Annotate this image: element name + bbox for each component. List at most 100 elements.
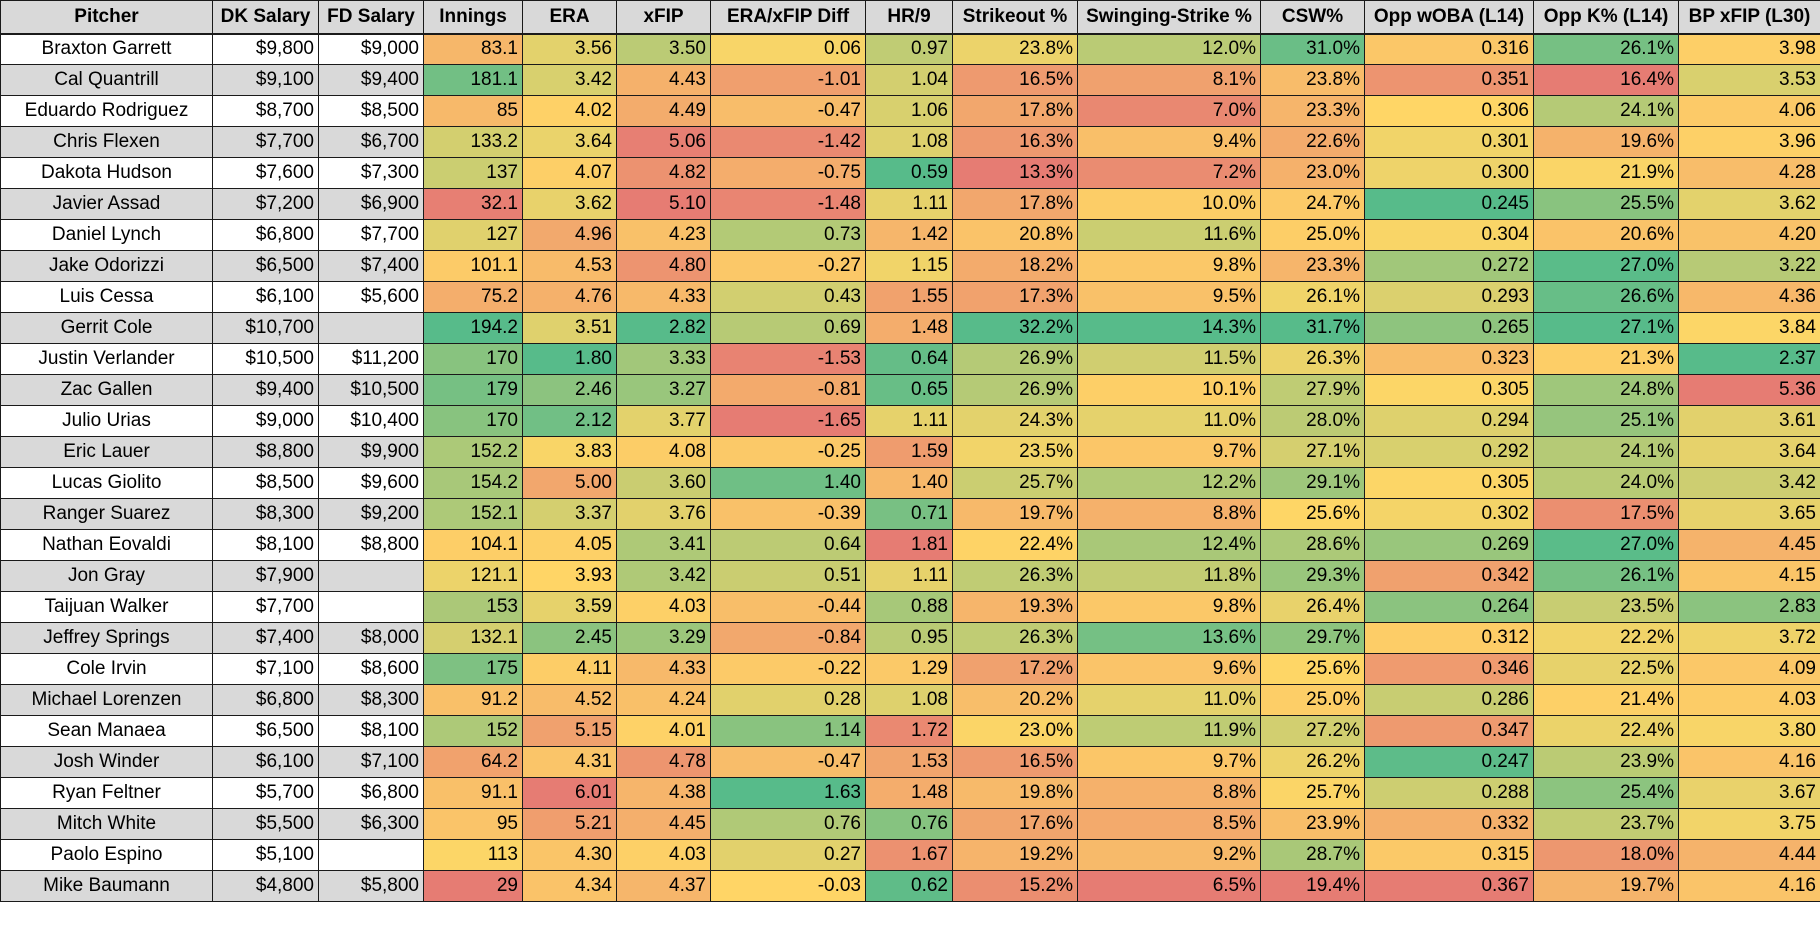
cell-opp-k-l14[interactable]: 21.4% xyxy=(1533,684,1679,716)
cell-opp-k-l14[interactable]: 24.0% xyxy=(1533,467,1679,499)
cell-opp-k-l14[interactable]: 21.3% xyxy=(1533,343,1679,375)
cell-hr-9[interactable]: 0.71 xyxy=(865,498,953,530)
cell-era[interactable]: 3.62 xyxy=(522,188,617,220)
cell-opp-woba-l14[interactable]: 0.247 xyxy=(1364,746,1534,778)
cell-xfip[interactable]: 3.29 xyxy=(616,622,711,654)
cell-xfip[interactable]: 4.23 xyxy=(616,219,711,251)
cell-innings[interactable]: 113 xyxy=(423,839,523,871)
cell-opp-k-l14[interactable]: 23.5% xyxy=(1533,591,1679,623)
cell-era-xfip-diff[interactable]: 1.40 xyxy=(710,467,866,499)
cell-hr-9[interactable]: 1.48 xyxy=(865,312,953,344)
cell-pitcher[interactable]: Zac Gallen xyxy=(0,374,213,406)
cell-fd-salary[interactable]: $8,800 xyxy=(318,529,424,561)
cell-era-xfip-diff[interactable]: 0.73 xyxy=(710,219,866,251)
cell-fd-salary[interactable]: $8,100 xyxy=(318,715,424,747)
column-header-xfip[interactable]: xFIP xyxy=(616,0,711,35)
cell-dk-salary[interactable]: $7,400 xyxy=(212,622,319,654)
cell-era[interactable]: 5.21 xyxy=(522,808,617,840)
cell-fd-salary[interactable]: $6,700 xyxy=(318,126,424,158)
cell-pitcher[interactable]: Ranger Suarez xyxy=(0,498,213,530)
cell-innings[interactable]: 91.2 xyxy=(423,684,523,716)
cell-era-xfip-diff[interactable]: -0.44 xyxy=(710,591,866,623)
cell-xfip[interactable]: 3.77 xyxy=(616,405,711,437)
cell-csw[interactable]: 24.7% xyxy=(1260,188,1365,220)
cell-dk-salary[interactable]: $5,500 xyxy=(212,808,319,840)
cell-xfip[interactable]: 4.08 xyxy=(616,436,711,468)
cell-fd-salary[interactable]: $5,600 xyxy=(318,281,424,313)
cell-xfip[interactable]: 4.24 xyxy=(616,684,711,716)
cell-bp-xfip-l30[interactable]: 3.53 xyxy=(1678,64,1820,96)
cell-dk-salary[interactable]: $6,500 xyxy=(212,250,319,282)
cell-opp-woba-l14[interactable]: 0.265 xyxy=(1364,312,1534,344)
cell-swinging-strike[interactable]: 9.2% xyxy=(1077,839,1261,871)
cell-bp-xfip-l30[interactable]: 3.61 xyxy=(1678,405,1820,437)
cell-pitcher[interactable]: Jake Odorizzi xyxy=(0,250,213,282)
cell-era-xfip-diff[interactable]: 0.27 xyxy=(710,839,866,871)
cell-era[interactable]: 5.00 xyxy=(522,467,617,499)
cell-dk-salary[interactable]: $6,100 xyxy=(212,281,319,313)
cell-opp-woba-l14[interactable]: 0.304 xyxy=(1364,219,1534,251)
cell-era[interactable]: 4.31 xyxy=(522,746,617,778)
cell-csw[interactable]: 26.3% xyxy=(1260,343,1365,375)
cell-strikeout[interactable]: 19.7% xyxy=(952,498,1078,530)
cell-strikeout[interactable]: 20.8% xyxy=(952,219,1078,251)
cell-fd-salary[interactable]: $7,400 xyxy=(318,250,424,282)
column-header-innings[interactable]: Innings xyxy=(423,0,523,35)
cell-era-xfip-diff[interactable]: -0.84 xyxy=(710,622,866,654)
cell-csw[interactable]: 27.2% xyxy=(1260,715,1365,747)
cell-bp-xfip-l30[interactable]: 4.28 xyxy=(1678,157,1820,189)
cell-innings[interactable]: 170 xyxy=(423,405,523,437)
cell-swinging-strike[interactable]: 11.6% xyxy=(1077,219,1261,251)
cell-innings[interactable]: 75.2 xyxy=(423,281,523,313)
cell-pitcher[interactable]: Mitch White xyxy=(0,808,213,840)
cell-xfip[interactable]: 4.43 xyxy=(616,64,711,96)
cell-swinging-strike[interactable]: 8.8% xyxy=(1077,777,1261,809)
cell-opp-k-l14[interactable]: 27.1% xyxy=(1533,312,1679,344)
cell-pitcher[interactable]: Eduardo Rodriguez xyxy=(0,95,213,127)
cell-opp-k-l14[interactable]: 19.6% xyxy=(1533,126,1679,158)
cell-dk-salary[interactable]: $10,700 xyxy=(212,312,319,344)
cell-strikeout[interactable]: 16.5% xyxy=(952,64,1078,96)
cell-bp-xfip-l30[interactable]: 4.09 xyxy=(1678,653,1820,685)
cell-csw[interactable]: 27.1% xyxy=(1260,436,1365,468)
cell-hr-9[interactable]: 1.72 xyxy=(865,715,953,747)
column-header-era[interactable]: ERA xyxy=(522,0,617,35)
cell-dk-salary[interactable]: $8,500 xyxy=(212,467,319,499)
cell-era[interactable]: 4.52 xyxy=(522,684,617,716)
cell-bp-xfip-l30[interactable]: 4.20 xyxy=(1678,219,1820,251)
cell-fd-salary[interactable]: $9,400 xyxy=(318,64,424,96)
cell-xfip[interactable]: 4.80 xyxy=(616,250,711,282)
cell-opp-woba-l14[interactable]: 0.292 xyxy=(1364,436,1534,468)
cell-pitcher[interactable]: Eric Lauer xyxy=(0,436,213,468)
cell-hr-9[interactable]: 1.53 xyxy=(865,746,953,778)
cell-swinging-strike[interactable]: 11.8% xyxy=(1077,560,1261,592)
cell-bp-xfip-l30[interactable]: 2.83 xyxy=(1678,591,1820,623)
cell-era[interactable]: 2.45 xyxy=(522,622,617,654)
cell-swinging-strike[interactable]: 14.3% xyxy=(1077,312,1261,344)
cell-bp-xfip-l30[interactable]: 5.36 xyxy=(1678,374,1820,406)
cell-dk-salary[interactable]: $9,800 xyxy=(212,33,319,65)
cell-dk-salary[interactable]: $6,800 xyxy=(212,684,319,716)
cell-opp-k-l14[interactable]: 26.1% xyxy=(1533,560,1679,592)
cell-strikeout[interactable]: 17.3% xyxy=(952,281,1078,313)
cell-fd-salary[interactable]: $10,500 xyxy=(318,374,424,406)
cell-opp-woba-l14[interactable]: 0.302 xyxy=(1364,498,1534,530)
cell-era[interactable]: 4.34 xyxy=(522,870,617,902)
cell-innings[interactable]: 179 xyxy=(423,374,523,406)
cell-innings[interactable]: 152.1 xyxy=(423,498,523,530)
cell-hr-9[interactable]: 0.95 xyxy=(865,622,953,654)
cell-dk-salary[interactable]: $7,600 xyxy=(212,157,319,189)
cell-hr-9[interactable]: 1.11 xyxy=(865,405,953,437)
cell-bp-xfip-l30[interactable]: 3.80 xyxy=(1678,715,1820,747)
cell-swinging-strike[interactable]: 9.5% xyxy=(1077,281,1261,313)
cell-hr-9[interactable]: 1.42 xyxy=(865,219,953,251)
column-header-pitcher[interactable]: Pitcher xyxy=(0,0,213,35)
cell-swinging-strike[interactable]: 11.5% xyxy=(1077,343,1261,375)
cell-opp-woba-l14[interactable]: 0.288 xyxy=(1364,777,1534,809)
cell-opp-woba-l14[interactable]: 0.245 xyxy=(1364,188,1534,220)
cell-strikeout[interactable]: 16.3% xyxy=(952,126,1078,158)
cell-strikeout[interactable]: 17.8% xyxy=(952,188,1078,220)
cell-opp-woba-l14[interactable]: 0.316 xyxy=(1364,33,1534,65)
column-header-hr-9[interactable]: HR/9 xyxy=(865,0,953,35)
cell-era[interactable]: 4.96 xyxy=(522,219,617,251)
